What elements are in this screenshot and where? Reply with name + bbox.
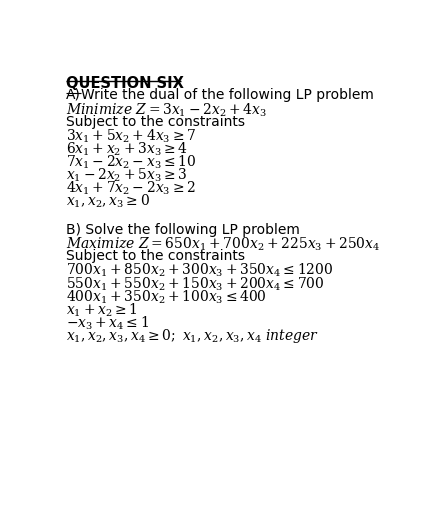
Text: Write the dual of the following LP problem: Write the dual of the following LP probl… (81, 88, 372, 102)
Text: $4x_1 + 7x_2 - 2x_3 \geq 2$: $4x_1 + 7x_2 - 2x_3 \geq 2$ (66, 180, 195, 197)
Text: $x_1, x_2, x_3 \geq 0$: $x_1, x_2, x_3 \geq 0$ (66, 193, 150, 211)
Text: $3x_1 + 5x_2 + 4x_3 \geq 7$: $3x_1 + 5x_2 + 4x_3 \geq 7$ (66, 128, 196, 145)
Text: $6x_1 + x_2 + 3x_3 \geq 4$: $6x_1 + x_2 + 3x_3 \geq 4$ (66, 141, 187, 158)
Text: QUESTION SIX: QUESTION SIX (66, 76, 184, 91)
Text: $700x_1 + 850x_2 + 300x_3 + 350x_4 \leq 1200$: $700x_1 + 850x_2 + 300x_3 + 350x_4 \leq … (66, 262, 333, 280)
Text: $x_1 + x_2 \geq 1$: $x_1 + x_2 \geq 1$ (66, 301, 137, 319)
Text: $-x_3 + x_4 \leq 1$: $-x_3 + x_4 \leq 1$ (66, 314, 149, 332)
Text: $x_1, x_2, x_3, x_4 \geq 0;\ x_1, x_2, x_3, x_4\ \mathit{integer}$: $x_1, x_2, x_3, x_4 \geq 0;\ x_1, x_2, x… (66, 328, 318, 346)
Text: Subject to the constraints: Subject to the constraints (66, 114, 245, 129)
Text: $Maximize\ Z = 650x_1 + 700x_2 + 225x_3 + 250x_4$: $Maximize\ Z = 650x_1 + 700x_2 + 225x_3 … (66, 236, 380, 253)
Text: $x_1 - 2x_2 + 5x_3 \geq 3$: $x_1 - 2x_2 + 5x_3 \geq 3$ (66, 167, 187, 184)
Text: A): A) (66, 88, 81, 102)
Text: $550x_1 + 550x_2 + 150x_3 + 200x_4 \leq 700$: $550x_1 + 550x_2 + 150x_3 + 200x_4 \leq … (66, 275, 324, 293)
Text: Subject to the constraints: Subject to the constraints (66, 249, 245, 263)
Text: B) Solve the following LP problem: B) Solve the following LP problem (66, 223, 299, 237)
Text: $400x_1 + 350x_2 + 100x_3 \leq 400$: $400x_1 + 350x_2 + 100x_3 \leq 400$ (66, 288, 266, 305)
Text: $7x_1 - 2x_2 - x_3 \leq 10$: $7x_1 - 2x_2 - x_3 \leq 10$ (66, 154, 196, 171)
Text: $Minimize\ Z = 3x_1 - 2x_2 + 4x_3$: $Minimize\ Z = 3x_1 - 2x_2 + 4x_3$ (66, 101, 266, 119)
